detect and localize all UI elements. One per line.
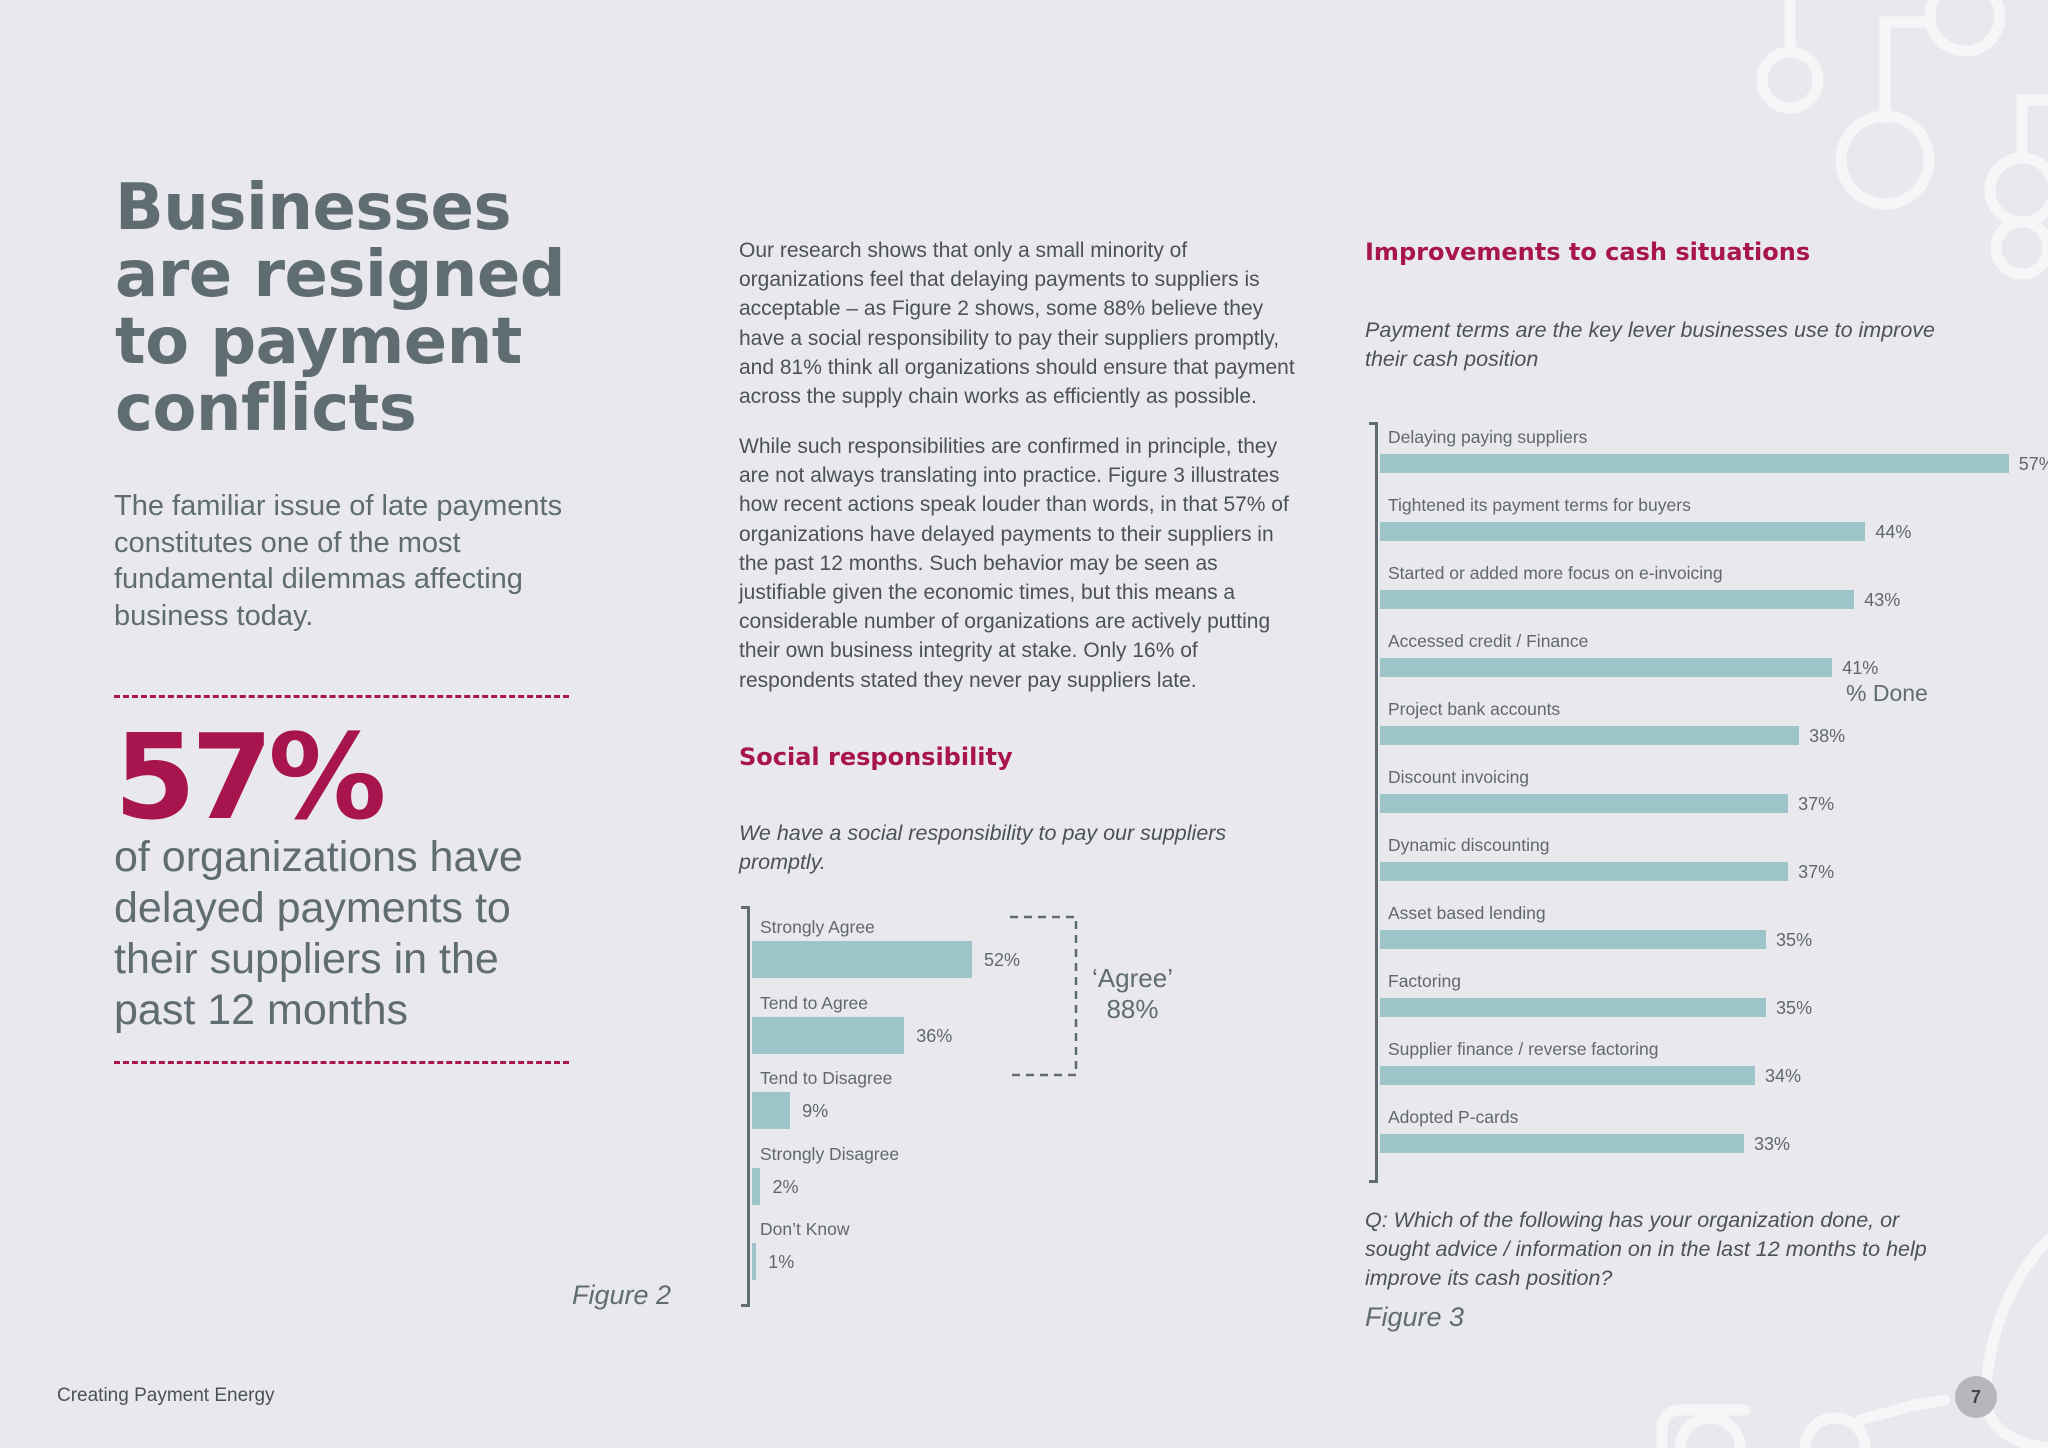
- chart-bar: [1380, 454, 2009, 473]
- chart-value-label: 9%: [802, 1101, 829, 1121]
- agree-annotation: ‘Agree’ 88%: [1085, 963, 1180, 1025]
- chart-bar: [1380, 590, 1855, 609]
- chart-value-label: 37%: [1798, 862, 1835, 882]
- chart-value-label: 57%: [2018, 454, 2048, 474]
- chart-category-label: Tend to Agree: [760, 992, 868, 1013]
- chart-category-label: Supplier finance / reverse factoring: [1388, 1039, 1659, 1059]
- chart-value-label: 2%: [772, 1176, 799, 1197]
- chart-value-label: 35%: [1776, 930, 1813, 950]
- figure2-label: Figure 2: [572, 1280, 672, 1310]
- chart-category-label: Delaying paying suppliers: [1388, 427, 1588, 447]
- chart-category-label: Factoring: [1388, 971, 1461, 991]
- chart-bar: [1380, 794, 1789, 813]
- chart-category-label: Asset based lending: [1388, 903, 1546, 923]
- body-paragraph-1: Our research shows that only a small min…: [739, 239, 1295, 409]
- chart-category-label: Started or added more focus on e-invoici…: [1388, 563, 1723, 583]
- chart-axis: [741, 906, 750, 1307]
- chart-value-label: 38%: [1809, 726, 1846, 746]
- chart-value-label: 35%: [1776, 998, 1813, 1018]
- social-responsibility-title: Social responsibility: [739, 743, 1013, 771]
- figure3-label: Figure 3: [1365, 1302, 1465, 1332]
- highlight-stat: 57%: [114, 708, 386, 846]
- chart-category-label: Adopted P-cards: [1388, 1107, 1519, 1127]
- chart-category-label: Accessed credit / Finance: [1388, 631, 1589, 651]
- chart-bar: [752, 1092, 791, 1129]
- figure3-subtitle: Payment terms are the key lever business…: [1365, 318, 1936, 371]
- body-paragraph-2: While such responsibilities are confirme…: [739, 435, 1289, 692]
- chart-value-label: 52%: [983, 950, 1020, 970]
- chart-bar: [1380, 726, 1800, 745]
- chart-value-label: 34%: [1765, 1066, 1802, 1086]
- chart-bar: [1380, 930, 1767, 949]
- legend-series-label: % Done: [1846, 680, 1928, 706]
- dashed-divider-top: [114, 695, 569, 698]
- chart-category-label: Dynamic discounting: [1388, 835, 1550, 855]
- chart-bar: [1380, 1134, 1744, 1153]
- chart-category-label: Don’t Know: [760, 1219, 850, 1239]
- chart-bar: [752, 941, 972, 978]
- chart-axis: [1369, 422, 1378, 1183]
- highlight-stat-text: of organizations have delayed payments t…: [114, 833, 523, 1034]
- chart-value-label: 37%: [1798, 794, 1835, 814]
- figure3-question: Q: Which of the following has your organ…: [1365, 1208, 1927, 1290]
- dashed-divider-bottom: [114, 1061, 569, 1064]
- chart-bar: [752, 1243, 757, 1280]
- chart-category-label: Strongly Disagree: [760, 1143, 900, 1164]
- agree-bracket: [1010, 915, 1078, 1077]
- chart-category-label: Project bank accounts: [1388, 699, 1561, 719]
- footer-title: Creating Payment Energy: [57, 1385, 275, 1406]
- chart-value-label: 36%: [916, 1025, 953, 1046]
- chart-value-label: 43%: [1864, 590, 1901, 610]
- chart-value-label: 1%: [768, 1252, 795, 1272]
- chart-category-label: Discount invoicing: [1388, 767, 1530, 787]
- chart-value-label: 44%: [1875, 522, 1912, 542]
- chart-category-label: Tightened its payment terms for buyers: [1388, 495, 1691, 515]
- cash-improvements-title: Improvements to cash situations: [1365, 238, 1811, 266]
- chart-category-label: Tend to Disagree: [760, 1068, 893, 1088]
- chart-bar: [1380, 998, 1767, 1017]
- chart-bar: [752, 1167, 761, 1205]
- figure2-statement: We have a social responsibility to pay o…: [739, 821, 1227, 874]
- chart-value-label: 41%: [1842, 658, 1879, 678]
- chart-bar: [1380, 522, 1866, 541]
- intro-text: The familiar issue of late payments cons…: [114, 490, 563, 632]
- chart-bar: [1380, 658, 1833, 677]
- chart-bar: [1380, 1066, 1756, 1085]
- agree-annotation-value: 88%: [1106, 994, 1159, 1024]
- chart-bar: [752, 1016, 905, 1054]
- chart-bar: [1380, 862, 1789, 881]
- page-headline: Businesses are resigned to payment confl…: [115, 171, 566, 446]
- chart-category-label: Strongly Agree: [760, 917, 875, 937]
- agree-annotation-label: ‘Agree’: [1092, 963, 1173, 993]
- chart-value-label: 33%: [1753, 1134, 1791, 1154]
- page-number: 7: [1955, 1376, 1997, 1418]
